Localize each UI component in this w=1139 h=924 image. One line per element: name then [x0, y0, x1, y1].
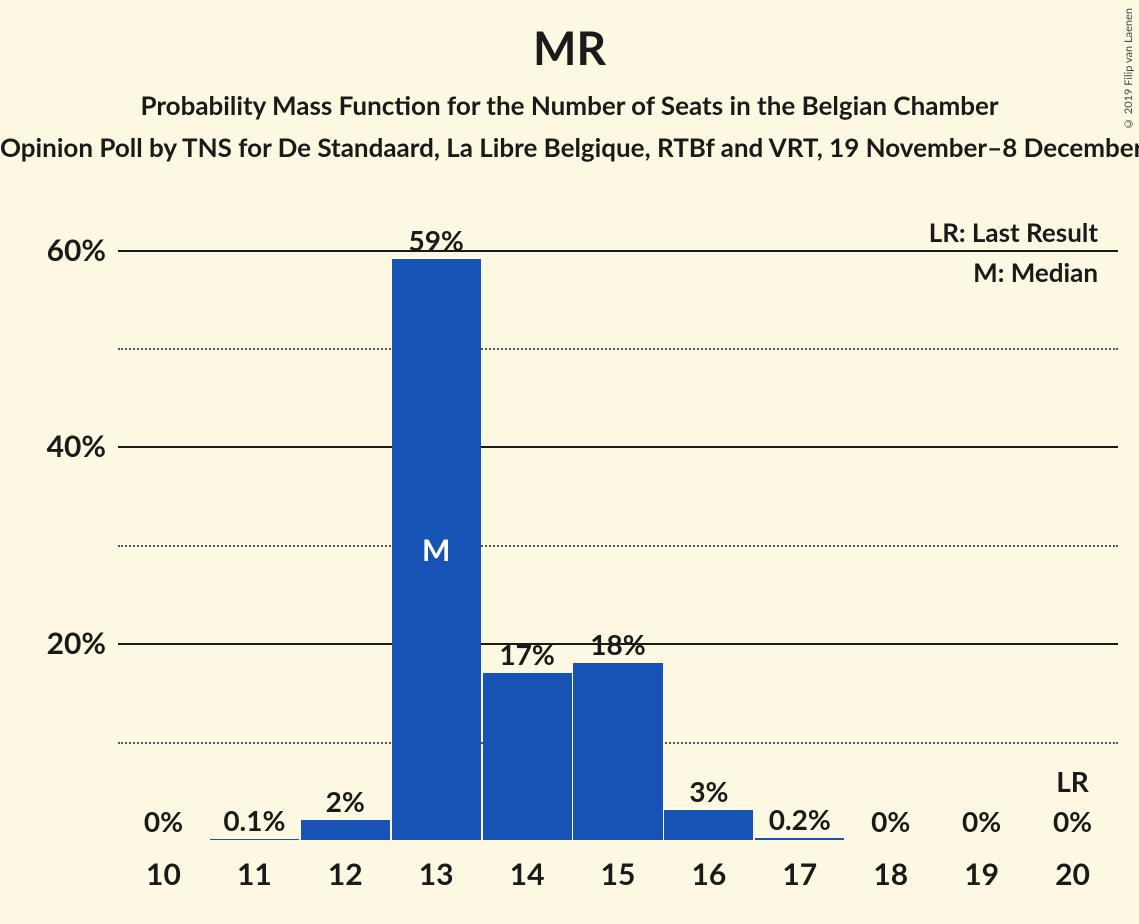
- gridline-minor: [118, 545, 1118, 547]
- x-axis-label: 12: [328, 856, 363, 892]
- x-axis-label: 20: [1055, 856, 1090, 892]
- lr-tag: LR: [1056, 764, 1089, 798]
- gridline-major: [118, 250, 1118, 252]
- copyright-text: © 2019 Filip van Laenen: [1122, 8, 1135, 130]
- bar-value-label: 0.1%: [223, 803, 285, 837]
- bar: [210, 839, 299, 840]
- bar-value-label: 0%: [144, 804, 183, 838]
- x-axis-label: 13: [419, 856, 454, 892]
- legend-lr: LR: Last Result: [929, 216, 1098, 248]
- chart-title: MR: [0, 0, 1139, 75]
- bar-value-label: 0%: [871, 804, 910, 838]
- x-axis-label: 18: [873, 856, 908, 892]
- bar-value-label: 18%: [590, 627, 645, 661]
- bar: [755, 838, 844, 840]
- gridline-minor: [118, 348, 1118, 350]
- bar: [573, 663, 662, 840]
- x-axis-label: 19: [964, 856, 999, 892]
- bar-value-label: 59%: [408, 223, 463, 257]
- x-axis-label: 16: [692, 856, 727, 892]
- bar-value-label: 2%: [326, 784, 365, 818]
- bar: [664, 810, 753, 840]
- bar-value-label: 0.2%: [769, 802, 831, 836]
- x-axis-label: 10: [146, 856, 181, 892]
- chart-subtitle-2: Opinion Poll by TNS for De Standaard, La…: [0, 121, 1139, 163]
- x-axis-label: 17: [782, 856, 817, 892]
- chart-plot-area: 20%40%60%0%100.1%112%1259%13M17%1418%153…: [118, 220, 1118, 840]
- bar-value-label: 0%: [962, 804, 1001, 838]
- bar-value-label: 17%: [499, 637, 554, 671]
- y-axis-label: 60%: [47, 232, 106, 268]
- median-tag: M: [422, 532, 450, 568]
- x-axis-label: 11: [237, 856, 272, 892]
- bar-value-label: 3%: [689, 774, 728, 808]
- y-axis-label: 20%: [47, 625, 106, 661]
- legend-m: M: Median: [973, 256, 1098, 288]
- gridline-major: [118, 446, 1118, 448]
- x-axis-label: 15: [601, 856, 636, 892]
- chart-subtitle-1: Probability Mass Function for the Number…: [0, 75, 1139, 121]
- y-axis-label: 40%: [47, 428, 106, 464]
- bar: [483, 673, 572, 840]
- bar-value-label: 0%: [1053, 804, 1092, 838]
- bar: [301, 820, 390, 840]
- x-axis-label: 14: [510, 856, 545, 892]
